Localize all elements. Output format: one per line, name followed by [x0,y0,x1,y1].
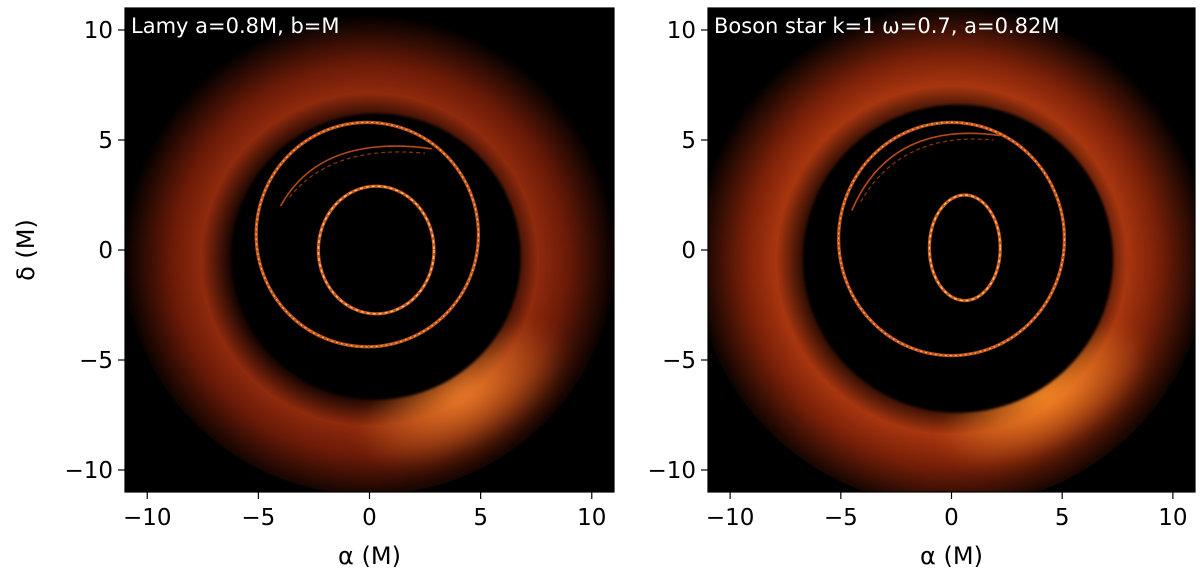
inner-arc-faint [860,138,994,202]
heatmap-image [708,8,1195,492]
x-tick-label: 5 [473,505,488,531]
x-tick-label: −10 [706,505,755,531]
y-axis-label: δ (M) [12,219,40,281]
y-tick-label: 10 [84,18,113,44]
y-tick-label: −10 [647,458,696,484]
y-tick-label: 5 [98,128,113,154]
y-tick-label: 10 [667,18,696,44]
inner-ring-speckle [317,185,435,315]
x-tick-label: 5 [1055,505,1070,531]
x-axis-label: α (M) [338,542,401,570]
y-tick-label: 0 [681,238,696,264]
y-tick-label: 0 [98,238,113,264]
x-tick-label: −5 [241,505,275,531]
inner-arc-faint [289,151,426,198]
y-tick-label: 5 [681,128,696,154]
heatmap-image [125,8,614,492]
x-tick-label: 10 [1158,505,1187,531]
halo-bright-region [939,321,1150,470]
y-tick-label: −10 [64,458,113,484]
shadow-disk [803,104,1114,413]
panel-lamy: −10 −5 0 5 10 −10 −5 0 5 10 α (M) δ (M) Lamy a=0.8M,… [12,7,615,570]
x-tick-label: −10 [123,505,172,531]
panel-boson-star: −10 −5 0 5 10 −10 −5 0 5 10 α (M) Boson star k=1 ω=… [647,7,1196,570]
outer-ring-speckle [255,121,480,348]
y-tick-label: −5 [79,348,113,374]
x-tick-label: −5 [824,505,858,531]
inner-ring-speckle [928,194,1001,302]
x-tick-label: 0 [362,505,377,531]
inner-arc [851,132,1001,211]
x-axis-label: α (M) [920,542,983,570]
x-tick-label: 0 [944,505,959,531]
panel-title: Boson star k=1 ω=0.7, a=0.82M [714,14,1059,38]
panel-title: Lamy a=0.8M, b=M [131,14,340,38]
outer-ring-speckle [838,121,1065,357]
y-tick-label: −5 [662,348,696,374]
halo-bright-region [357,321,569,470]
x-tick-label: 10 [577,505,606,531]
inner-arc [279,145,432,207]
